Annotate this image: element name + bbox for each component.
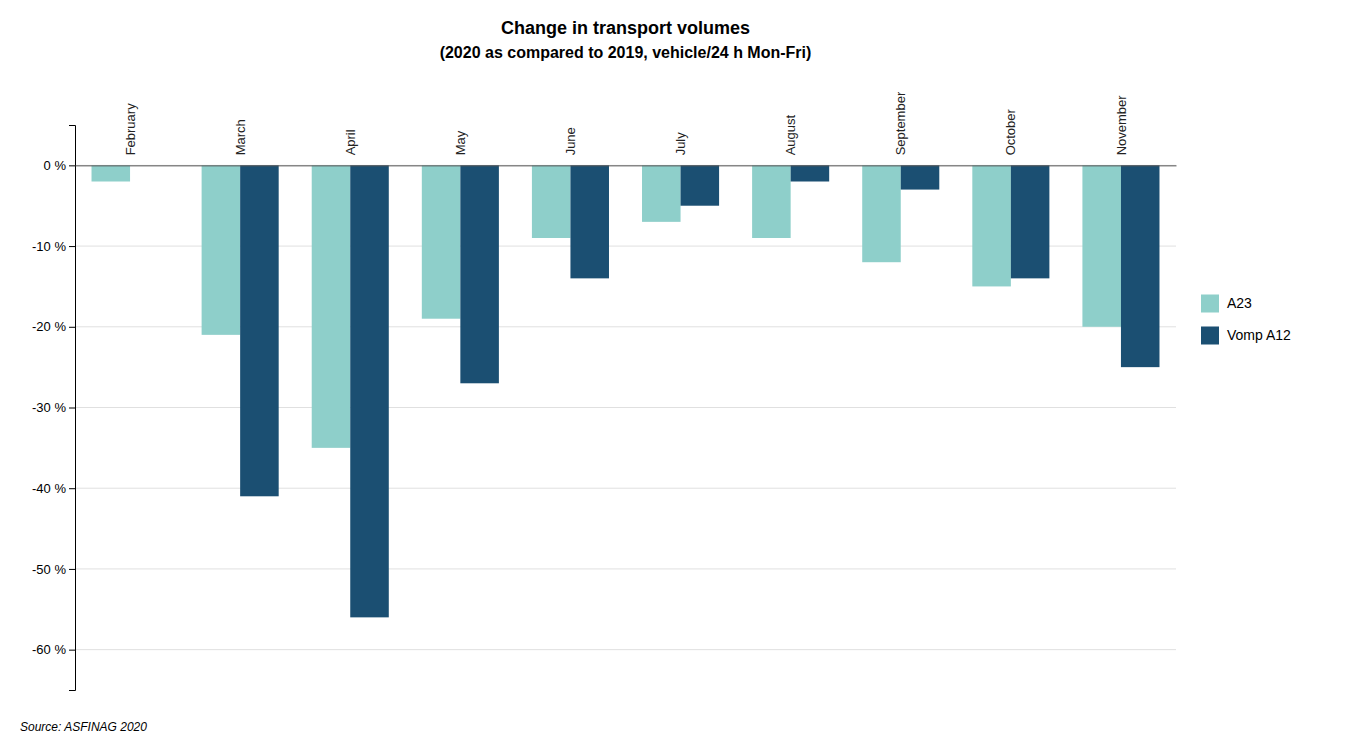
x-tick-label: May	[453, 130, 468, 155]
bar	[422, 165, 461, 318]
x-axis: February March April May June July August Septe…	[76, 91, 1177, 166]
x-tick: July	[673, 132, 688, 156]
grid-line	[75, 649, 1176, 650]
y-tick-label: -30 %	[32, 400, 66, 415]
bar	[570, 165, 609, 278]
x-tick-label: April	[343, 129, 358, 155]
zero-line	[76, 165, 1177, 166]
x-tick: February	[123, 103, 138, 156]
x-tick-label: March	[233, 119, 248, 155]
bar	[460, 165, 499, 383]
bars	[92, 165, 1160, 617]
x-tick-label: February	[123, 103, 138, 156]
x-tick: September	[893, 91, 908, 155]
bar	[681, 165, 720, 205]
x-tick: June	[563, 127, 578, 155]
y-axis-line	[69, 126, 76, 691]
legend-item: Vomp A12	[1201, 327, 1291, 345]
y-tick-mark	[69, 488, 75, 489]
legend: A23 Vomp A12	[1201, 295, 1291, 345]
x-tick-label: October	[1003, 108, 1018, 155]
bar	[972, 165, 1011, 286]
y-tick: -20 %	[32, 319, 75, 334]
bar	[350, 165, 389, 617]
legend-swatch	[1201, 295, 1219, 313]
y-tick-mark	[69, 165, 75, 166]
y-tick-mark	[69, 408, 75, 409]
y-tick: 0 %	[44, 158, 75, 173]
bar	[202, 165, 241, 335]
y-tick: -30 %	[32, 400, 75, 415]
x-tick: October	[1003, 108, 1018, 155]
grid	[75, 165, 1176, 649]
y-tick-mark	[69, 327, 75, 328]
bar	[1121, 165, 1160, 367]
y-tick-label: 0 %	[44, 158, 67, 173]
y-tick-label: -10 %	[32, 239, 66, 254]
legend-label: Vomp A12	[1227, 327, 1291, 343]
bar	[642, 165, 681, 222]
y-tick-label: -60 %	[32, 642, 66, 657]
bar	[791, 165, 830, 181]
plot: 0 % -10 % -20 % -30 % -40 % -50 % -60 % Februar…	[32, 91, 1176, 690]
title: Change in transport volumes	[501, 18, 750, 38]
x-tick-label: September	[893, 91, 908, 155]
y-tick-label: -20 %	[32, 319, 66, 334]
bar	[312, 165, 351, 448]
y-tick: -50 %	[32, 562, 75, 577]
bar	[901, 165, 940, 189]
x-tick: August	[783, 114, 798, 155]
y-tick-mark	[69, 246, 75, 247]
y-axis: 0 % -10 % -20 % -30 % -40 % -50 % -60 %	[32, 126, 75, 691]
bar	[532, 165, 571, 238]
bar	[240, 165, 279, 496]
x-tick-label: July	[673, 132, 688, 156]
y-tick-mark	[69, 569, 75, 570]
bar	[862, 165, 901, 262]
y-tick-label: -40 %	[32, 481, 66, 496]
bar	[1082, 165, 1121, 326]
x-tick-label: June	[563, 127, 578, 155]
bar	[752, 165, 791, 238]
x-tick-label: August	[783, 114, 798, 155]
bar	[1011, 165, 1050, 278]
y-tick: -40 %	[32, 481, 75, 496]
subtitle: (2020 as compared to 2019, vehicle/24 h …	[440, 44, 812, 61]
chart: Change in transport volumes (2020 as comp…	[0, 0, 1346, 745]
grid-line	[75, 568, 1176, 569]
y-tick: -10 %	[32, 239, 75, 254]
source-note: Source: ASFINAG 2020	[20, 720, 147, 734]
y-tick-mark	[69, 650, 75, 651]
x-tick: April	[343, 129, 358, 155]
y-tick: -60 %	[32, 642, 75, 657]
x-tick: May	[453, 130, 468, 155]
x-tick-label: November	[1114, 95, 1129, 156]
bar-series	[240, 165, 1159, 617]
x-tick: March	[233, 119, 248, 155]
x-tick: November	[1114, 95, 1129, 156]
legend-item: A23	[1201, 295, 1252, 313]
legend-swatch	[1201, 327, 1219, 345]
legend-label: A23	[1227, 295, 1252, 311]
grid-line	[75, 165, 1176, 166]
y-tick-label: -50 %	[32, 562, 66, 577]
bar	[92, 165, 131, 181]
